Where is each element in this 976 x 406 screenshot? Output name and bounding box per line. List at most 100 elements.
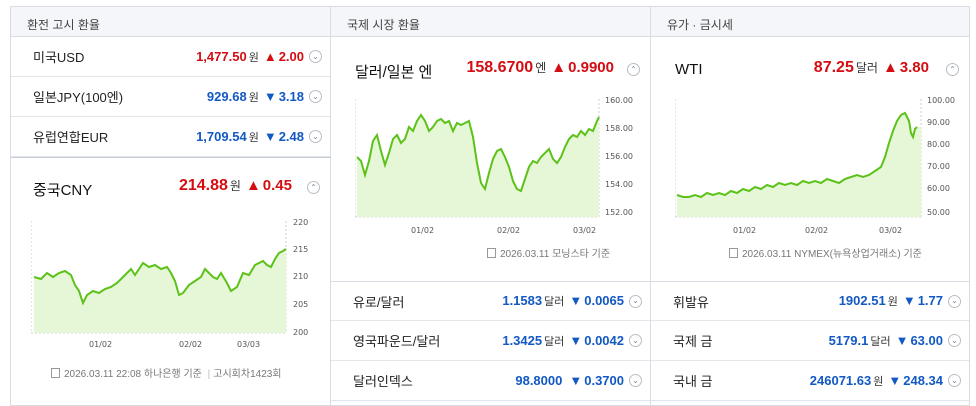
row-change: 0.0042 bbox=[584, 332, 624, 348]
row-unit: 달러 bbox=[544, 296, 565, 308]
y-tick: 215 bbox=[293, 245, 308, 254]
y-tick: 154.00 bbox=[605, 180, 633, 189]
row-change: 0.0065 bbox=[584, 293, 624, 308]
source-note: 2026.03.11 모닝스타 기준 bbox=[487, 245, 610, 260]
panel-header: 유가 · 금시세 bbox=[651, 7, 969, 37]
rate-row-eurusd[interactable]: 유로/달러 1.1583 달러 ▼ 0.0065 ⌄ bbox=[331, 281, 650, 321]
row-change: 3.18 bbox=[278, 88, 304, 104]
x-tick: 03/02 bbox=[879, 226, 902, 235]
y-tick: 160.00 bbox=[605, 96, 633, 105]
chevron-up-icon[interactable]: ⌃ bbox=[307, 181, 320, 194]
y-tick: 90.00 bbox=[927, 118, 950, 127]
row-label: 일본JPY(100엔) bbox=[33, 90, 124, 105]
x-tick: 03/02 bbox=[573, 226, 596, 235]
row-value: 1.1583 bbox=[502, 293, 543, 308]
document-icon bbox=[487, 248, 496, 258]
row-value: 246071.63 bbox=[809, 372, 872, 388]
price-row-gasoline[interactable]: 휘발유 1902.51 원 ▼ 1.77 ⌄ bbox=[651, 281, 969, 321]
row-label: 국내 금 bbox=[673, 374, 713, 389]
chevron-down-icon[interactable]: ⌄ bbox=[629, 374, 642, 387]
document-icon bbox=[51, 368, 60, 378]
chevron-down-icon[interactable]: ⌄ bbox=[948, 374, 961, 387]
row-change: 2.48 bbox=[278, 128, 304, 144]
change-arrow: ▼ bbox=[569, 332, 583, 348]
chevron-up-icon[interactable]: ⌃ bbox=[627, 63, 640, 76]
row-label: 휘발유 bbox=[673, 294, 709, 310]
change-arrow: ▲ bbox=[245, 177, 261, 194]
row-change: 2.00 bbox=[278, 48, 304, 64]
y-tick: 205 bbox=[293, 300, 308, 309]
chevron-down-icon[interactable]: ⌄ bbox=[309, 130, 322, 143]
chevron-up-icon[interactable]: ⌃ bbox=[946, 63, 959, 76]
rate-row-dollar-index[interactable]: 달러인덱스 98.8000 ▼ 0.3700 ⌄ bbox=[331, 361, 650, 401]
row-label: 달러인덱스 bbox=[353, 374, 413, 389]
source-note: 2026.03.11 22:08 하나은행 기준 | 고시회차1423회 bbox=[51, 365, 282, 380]
featured-unit: 엔 bbox=[535, 61, 547, 75]
change-arrow: ▼ bbox=[569, 373, 583, 388]
row-label: 국제 금 bbox=[673, 334, 713, 349]
panel-header: 국제 시장 환율 bbox=[331, 7, 650, 37]
row-change: 1.77 bbox=[917, 293, 943, 308]
row-value: 1.3425 bbox=[502, 332, 543, 348]
x-tick: 02/02 bbox=[179, 340, 202, 349]
y-tick: 60.00 bbox=[927, 184, 950, 193]
row-change: 0.3700 bbox=[584, 373, 624, 388]
change-arrow: ▼ bbox=[895, 332, 909, 348]
change-arrow: ▲ bbox=[263, 48, 277, 64]
row-label: 유로/달러 bbox=[353, 294, 405, 310]
international-market-panel: 국제 시장 환율 달러/일본 엔 158.6700 엔 ▲ 0.9900 ⌃ 1… bbox=[331, 7, 651, 405]
row-value: 929.68 bbox=[206, 88, 247, 104]
exchange-rate-widget: 환전 고시 환율 미국USD 1,477.50 원 ▲ 2.00 ⌄ 일본JPY… bbox=[10, 6, 970, 406]
change-arrow: ▲ bbox=[882, 59, 898, 76]
chevron-down-icon[interactable]: ⌄ bbox=[948, 294, 961, 308]
rate-row-usd[interactable]: 미국USD 1,477.50 원 ▲ 2.00 ⌄ bbox=[11, 37, 330, 77]
change-arrow: ▼ bbox=[888, 372, 902, 388]
y-tick: 152.00 bbox=[605, 208, 633, 217]
chevron-down-icon[interactable]: ⌄ bbox=[309, 50, 322, 63]
featured-value: 158.6700 bbox=[466, 59, 534, 76]
row-unit: 원 bbox=[248, 131, 259, 144]
chevron-down-icon[interactable]: ⌄ bbox=[629, 334, 642, 347]
row-unit: 달러 bbox=[544, 335, 565, 348]
chevron-down-icon[interactable]: ⌄ bbox=[309, 90, 322, 103]
selected-currency-panel bbox=[11, 157, 331, 405]
featured-title: WTI bbox=[675, 61, 703, 78]
rate-row-jpy[interactable]: 일본JPY(100엔) 929.68 원 ▼ 3.18 ⌄ bbox=[11, 77, 330, 117]
change-arrow: ▼ bbox=[263, 128, 277, 144]
featured-title: 중국CNY bbox=[33, 182, 93, 199]
rate-row-gbpusd[interactable]: 영국파운드/달러 1.3425 달러 ▼ 0.0042 ⌄ bbox=[331, 321, 650, 361]
wti-trend-chart: 100.00 90.00 80.00 70.00 60.00 50.00 01/… bbox=[675, 96, 955, 235]
x-tick: 01/02 bbox=[733, 226, 756, 235]
row-value: 1,709.54 bbox=[196, 128, 247, 144]
row-value: 5179.1 bbox=[828, 332, 869, 348]
y-tick: 70.00 bbox=[927, 162, 950, 171]
usdjpy-trend-chart: 160.00 158.00 156.00 154.00 152.00 01/02… bbox=[355, 96, 633, 235]
chevron-down-icon[interactable]: ⌄ bbox=[629, 294, 642, 308]
row-value: 98.8000 bbox=[515, 373, 563, 388]
y-tick: 80.00 bbox=[927, 140, 950, 149]
rate-row-eur[interactable]: 유럽연합EUR 1,709.54 원 ▼ 2.48 ⌄ bbox=[11, 117, 330, 157]
panel-header: 환전 고시 환율 bbox=[11, 7, 330, 37]
price-row-intl-gold[interactable]: 국제 금 5179.1 달러 ▼ 63.00 ⌄ bbox=[651, 321, 969, 361]
featured-change: 3.80 bbox=[899, 59, 929, 76]
row-label: 미국USD bbox=[33, 50, 85, 65]
source-note: 2026.03.11 NYMEX(뉴욕상업거래소) 기준 bbox=[729, 245, 922, 260]
featured-title: 달러/일본 엔 bbox=[355, 64, 433, 81]
x-tick: 02/02 bbox=[805, 226, 828, 235]
featured-unit: 달러 bbox=[855, 61, 878, 75]
y-tick: 220 bbox=[293, 218, 308, 227]
change-arrow: ▼ bbox=[569, 293, 583, 308]
y-tick: 210 bbox=[293, 272, 308, 281]
row-unit: 원 bbox=[887, 296, 898, 308]
featured-value: 87.25 bbox=[813, 59, 854, 76]
change-arrow: ▼ bbox=[263, 88, 277, 104]
y-tick: 50.00 bbox=[927, 208, 950, 217]
chevron-down-icon[interactable]: ⌄ bbox=[948, 334, 961, 347]
x-tick: 01/02 bbox=[411, 226, 434, 235]
row-value: 1,477.50 bbox=[196, 48, 247, 64]
cny-trend-chart: 220 215 210 205 200 01/02 02/02 03/03 bbox=[31, 218, 308, 349]
row-label: 유럽연합EUR bbox=[33, 130, 109, 145]
row-unit: 달러 bbox=[870, 335, 891, 348]
price-row-domestic-gold[interactable]: 국내 금 246071.63 원 ▼ 248.34 ⌄ bbox=[651, 361, 969, 401]
row-unit: 원 bbox=[248, 51, 259, 64]
